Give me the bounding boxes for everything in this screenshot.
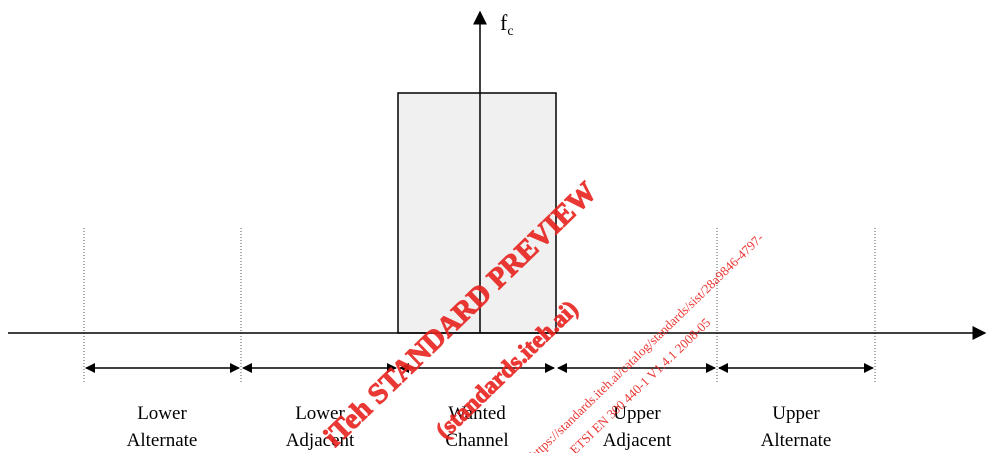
- channel-label-line1: Upper: [772, 403, 820, 424]
- channel-label-line2: Adjacent: [603, 430, 672, 451]
- channel-label-line1: Wanted: [448, 403, 506, 424]
- channel-label-line1: Upper: [613, 403, 661, 424]
- channel-label-line1: Lower: [137, 403, 187, 424]
- channel-label-line2: Alternate: [127, 430, 198, 451]
- center-frequency-label: fc: [500, 10, 514, 39]
- channel-labels: Lower Alternate Lower Adjacent Wanted Ch…: [127, 403, 832, 451]
- channel-label-line1: Lower: [295, 403, 345, 424]
- channel-label-line2: Alternate: [761, 430, 832, 451]
- channel-label-line2: Adjacent: [286, 430, 355, 451]
- channel-label-line2: Channel: [445, 430, 508, 451]
- wanted-channel-box: [397, 92, 557, 334]
